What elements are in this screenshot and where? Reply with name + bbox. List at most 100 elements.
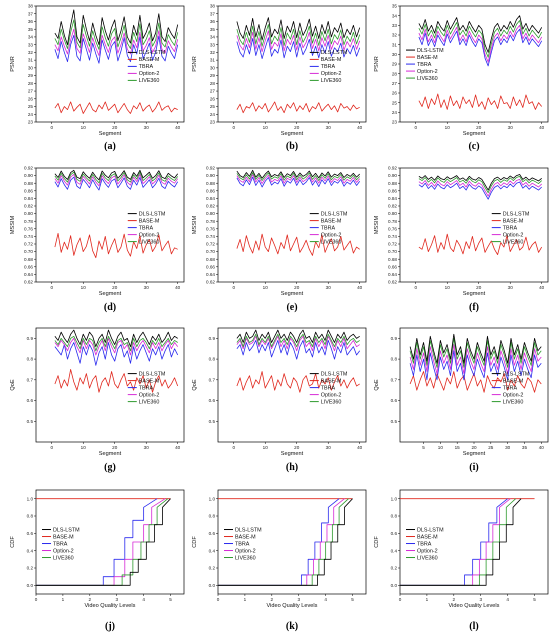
y-tick-label: 0.4 [27,548,34,553]
x-tick-label: 5 [422,445,425,450]
y-tick-label: 26 [392,91,398,96]
legend-label: BASE-M [139,218,160,224]
y-tick-label: 0.86 [206,188,215,193]
x-tick-label: 20 [471,445,477,450]
series-line-base-m [236,371,360,393]
x-tick-label: 20 [294,125,300,130]
chart-panel-d: 0 10 20 30 40 0.62 0.64 0.66 0.68 0.70 0.72 0.74 0.7… [10,166,185,313]
y-tick-label: 0.8 [391,514,398,519]
y-tick-label: 0.8 [209,357,216,362]
legend-label: DLS-LSTM [53,527,80,533]
legend-label: TBRA [321,225,336,231]
chart-panel-i: 5 10 15 20 25 30 35 40 0.5 0.6 0.7 0.8 0.9 Segment QoE… [374,327,549,473]
y-tick-label: 0.86 [388,188,397,193]
panel-label: (f) [469,302,479,313]
series-line-base-m [409,371,542,393]
legend-label: LIVE360 [321,78,342,84]
series-line-dls-lstm [36,498,171,586]
series-line-dls-lstm [54,169,179,181]
x-tick-label: 10 [263,285,269,290]
y-tick-label: 33 [392,23,398,28]
y-tick-label: 0.80 [388,211,397,216]
panel-label: (e) [286,302,297,313]
chart-panel-f: 0 10 20 30 40 0.62 0.64 0.66 0.68 0.70 0.72 0.74 0.7… [374,166,549,313]
x-axis-label: Video Quality Levels [267,603,318,609]
x-tick-label: 10 [263,125,269,130]
y-tick-label: 0.66 [206,264,215,269]
y-tick-label: 0.7 [27,377,34,382]
x-tick-label: 20 [112,445,118,450]
x-tick-label: 40 [175,285,181,290]
chart-panel-e: 0 10 20 30 40 0.62 0.64 0.66 0.68 0.70 0.72 0.74 0.7… [192,166,367,313]
x-tick-label: 30 [144,285,150,290]
x-tick-label: 0 [217,597,220,602]
y-tick-label: 0.84 [206,196,215,201]
x-tick-label: 30 [144,445,150,450]
x-tick-label: 30 [326,285,332,290]
x-tick-label: 3 [297,597,300,602]
y-tick-label: 0.70 [388,249,397,254]
y-tick-label: 0.4 [209,548,216,553]
panel-label: (a) [104,141,116,152]
y-tick-label: 0.88 [24,181,33,186]
series-line-option-2 [54,337,179,356]
y-tick-label: 0.68 [24,257,33,262]
x-tick-label: 40 [539,125,545,130]
legend-label: TBRA [417,541,432,547]
legend-label: Option-2 [417,548,438,554]
x-tick-label: 20 [112,285,118,290]
plot-frame [399,167,549,283]
x-axis-label: Segment [99,291,122,297]
legend-label: DLS-LSTM [321,50,348,56]
legend-label: LIVE360 [321,239,342,245]
series-line-base-m [418,93,543,110]
y-tick-label: 0.90 [206,173,215,178]
legend-label: TBRA [139,385,154,391]
y-tick-label: 0.84 [24,196,33,201]
y-tick-label: 0.0 [27,583,34,588]
x-tick-label: 1 [426,597,429,602]
legend-label: LIVE360 [139,78,160,84]
series-line-option-2 [218,498,345,586]
x-tick-label: 15 [455,445,461,450]
y-tick-label: 0.80 [206,211,215,216]
series-line-dls-lstm [236,17,361,41]
legend-label: LIVE360 [139,399,160,405]
y-tick-label: 26 [210,96,216,101]
y-tick-label: 37 [28,11,34,16]
y-tick-label: 32 [210,50,216,55]
y-tick-label: 27 [210,89,216,94]
y-tick-label: 0.62 [24,280,33,285]
plot-frame [217,489,367,595]
y-tick-label: 24 [392,110,398,115]
y-tick-label: 33 [28,42,34,47]
series-line-dls-lstm [400,498,522,586]
y-tick-label: 0.5 [391,419,398,424]
y-tick-label: 0.68 [206,257,215,262]
chart-panel-a: 0 10 20 30 40 23 24 25 26 27 28 29 30 31 32 33 34 35 36 37 3… [10,4,185,152]
series-line-live360 [236,333,360,348]
x-tick-label: 30 [326,125,332,130]
legend-label: TBRA [417,62,432,68]
series-line-option-2 [400,498,511,586]
chart-panel-j: 0 1 2 3 4 5 0.0 0.2 0.4 0.6 0.8 1.0 Video Quality Le… [10,489,185,632]
legend-label: BASE-M [235,534,256,540]
series-line-base-m [236,101,360,114]
y-tick-label: 29 [392,62,398,67]
y-tick-label: 33 [210,42,216,47]
x-tick-label: 40 [539,445,545,450]
x-tick-label: 3 [115,597,118,602]
y-tick-label: 0.82 [24,204,33,209]
y-tick-label: 28 [210,81,216,86]
series-line-dls-lstm [236,169,360,179]
y-tick-label: 0.66 [24,264,33,269]
legend-label: BASE-M [503,218,524,224]
x-tick-label: 40 [539,285,545,290]
panel-label: (j) [105,621,115,632]
legend-label: DLS-LSTM [503,371,530,377]
legend-label: DLS-LSTM [139,211,166,217]
y-axis-label: PSNR [10,56,16,72]
